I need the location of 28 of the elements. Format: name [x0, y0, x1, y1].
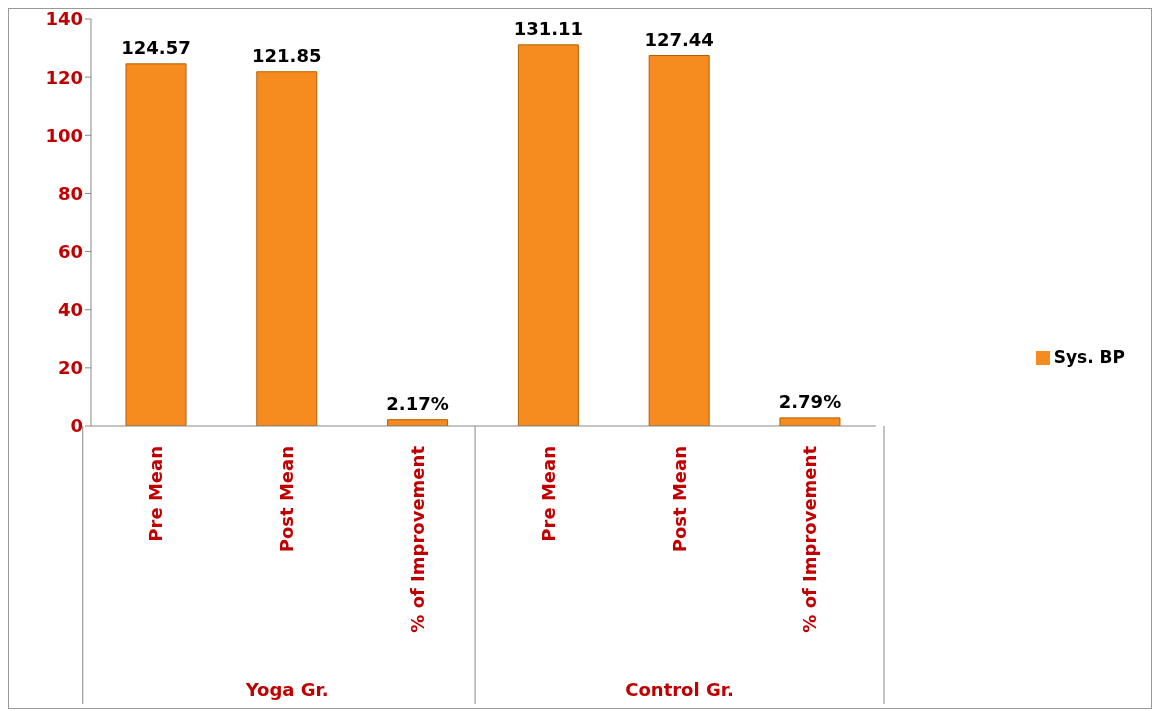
x-tick-label: Post Mean — [668, 446, 690, 553]
data-label: 2.79% — [778, 390, 842, 412]
data-label: 127.44 — [644, 28, 714, 50]
bar — [779, 417, 841, 426]
x-tick-label: Pre Mean — [145, 446, 167, 542]
x-tick-label: % of Improvement — [799, 445, 821, 633]
y-tick-label: 100 — [45, 124, 83, 146]
y-tick-label: 120 — [45, 66, 83, 88]
y-tick-label: 60 — [57, 240, 83, 262]
y-tick-label: 0 — [70, 415, 83, 437]
data-label: 124.57 — [121, 36, 191, 58]
bar — [648, 55, 710, 426]
bar — [125, 63, 187, 426]
x-tick-label: % of Improvement — [406, 445, 428, 633]
data-label: 131.11 — [513, 17, 584, 39]
data-label: 2.17% — [386, 392, 449, 414]
y-tick-label: 140 — [45, 8, 83, 30]
bar — [256, 71, 318, 426]
bar — [517, 44, 579, 426]
x-tick-label: Pre Mean — [537, 446, 559, 542]
text: Yoga Gr. — [244, 679, 329, 700]
legend-label: Sys. BP — [1053, 346, 1125, 367]
text: Control Gr. — [625, 679, 734, 700]
y-tick-label: 80 — [57, 182, 83, 204]
x-tick-label: Post Mean — [276, 446, 298, 553]
y-tick-label: 40 — [57, 299, 83, 321]
y-tick-label: 20 — [57, 357, 83, 379]
data-label: 121.85 — [252, 44, 322, 66]
